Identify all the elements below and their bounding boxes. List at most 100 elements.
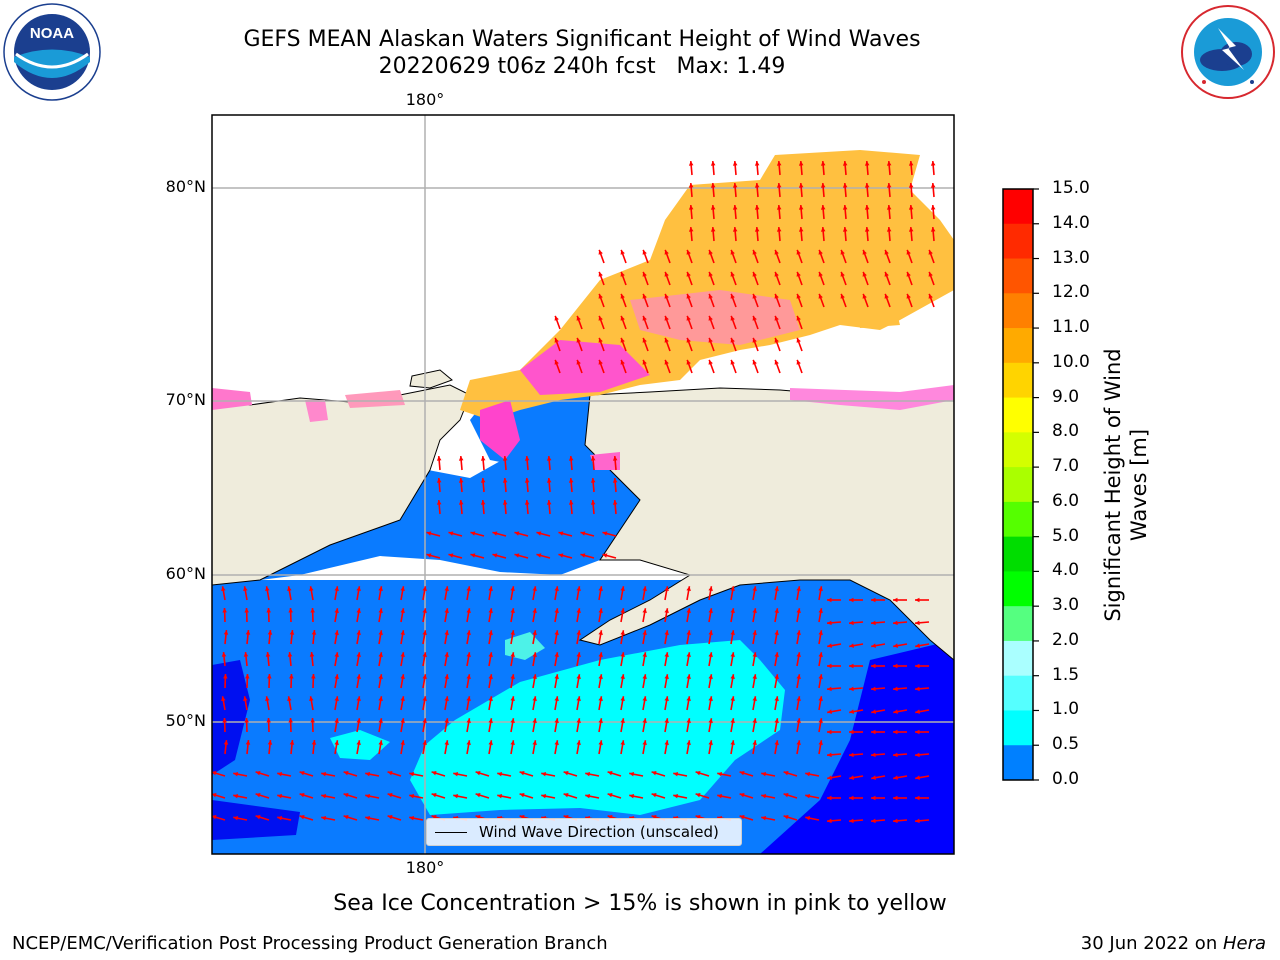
wind-wave-arrowhead [730, 359, 735, 365]
wind-wave-arrowhead [602, 553, 608, 558]
wind-wave-arrowhead [783, 771, 789, 776]
wind-wave-arrowhead [590, 500, 596, 505]
wind-wave-arrowhead [761, 771, 767, 777]
wind-wave-arrowhead [752, 630, 757, 635]
wind-wave-arrowhead [245, 630, 251, 635]
wind-wave-arrowhead [598, 337, 603, 343]
wind-wave-arrowhead [776, 205, 782, 210]
colorbar-tick-label: 7.0 [1052, 456, 1080, 477]
wind-wave-arrowhead [554, 315, 559, 321]
wind-wave-arrowhead [827, 709, 832, 714]
colorbar-segment [1003, 745, 1033, 781]
title-line-2: 20220629 t06z 240h fcst Max: 1.49 [378, 54, 786, 79]
wind-wave-arrowhead [686, 696, 691, 701]
wind-wave-arrowhead [576, 586, 581, 591]
wind-wave-arrowhead [710, 161, 716, 166]
wind-wave-arrowhead [871, 686, 876, 692]
wind-wave-arrowhead [930, 161, 936, 166]
wind-wave-arrowhead [688, 205, 694, 210]
wind-wave-arrowhead [620, 337, 625, 343]
wind-wave-arrowhead [818, 271, 823, 277]
colorbar-segment [1003, 467, 1033, 503]
wind-wave-arrowhead [862, 249, 867, 255]
wind-wave-arrowhead [620, 608, 625, 613]
wind-wave-arrowhead [356, 630, 361, 635]
wind-wave-arrowhead [664, 586, 669, 591]
wind-wave-arrowhead [708, 359, 713, 365]
wind-wave-arrowhead [730, 696, 735, 701]
wind-wave-arrowhead [732, 183, 738, 188]
wind-wave-arrowhead [908, 161, 914, 166]
wind-wave-arrowhead [334, 608, 339, 613]
wind-wave-arrowhead [774, 315, 779, 321]
wind-wave-arrowhead [796, 740, 801, 745]
ocean-low-region-west [212, 660, 250, 775]
wind-wave-arrowhead [378, 630, 383, 635]
wind-wave-arrowhead [309, 652, 315, 657]
wind-wave-arrowhead [532, 586, 537, 591]
wind-wave-arrowhead [686, 652, 691, 657]
wind-wave-arrowhead [580, 553, 586, 558]
sea-ice-west-1 [212, 388, 252, 410]
wind-wave-arrowhead [620, 293, 625, 299]
wind-wave-arrowhead [798, 205, 804, 210]
colorbar-title: Significant Height of Wind Waves [m] [1100, 320, 1160, 650]
wind-wave-arrowhead [289, 740, 295, 745]
colorbar-segment [1003, 362, 1033, 399]
wind-wave-arrowhead [409, 815, 415, 821]
wind-wave-arrowhead [576, 652, 581, 657]
wind-wave-arrowhead [871, 795, 876, 801]
wind-wave-arrowhead [752, 652, 757, 657]
wind-wave-arrowhead [629, 793, 635, 799]
wind-wave-arrowhead [554, 337, 559, 343]
wind-wave-arrowhead [774, 608, 779, 613]
wind-wave-arrowhead [287, 586, 292, 591]
wind-wave-arrowhead [524, 500, 530, 505]
wind-wave-arrowhead [864, 227, 870, 232]
wind-wave-arrowhead [532, 718, 537, 723]
wind-wave-arrowhead [299, 815, 305, 820]
wind-wave-arrowhead [818, 586, 823, 591]
wind-wave-arrowhead [928, 293, 933, 299]
wind-wave-arrowhead [664, 293, 669, 299]
wind-wave-arrowhead [708, 740, 713, 745]
wind-wave-arrowhead [730, 249, 735, 255]
wind-wave-arrowhead [334, 740, 339, 745]
wind-wave-arrowhead [378, 696, 383, 701]
wind-wave-arrowhead [776, 227, 782, 232]
wind-wave-arrowhead [602, 531, 608, 536]
sea-ice-pink-3 [480, 400, 520, 460]
wind-wave-arrowhead [752, 359, 757, 365]
wind-wave-arrowhead [422, 652, 427, 657]
wind-wave-arrowhead [871, 620, 876, 626]
wind-wave-arrowhead [818, 608, 823, 613]
wind-wave-arrowhead [708, 608, 713, 613]
wind-wave-arrowhead [598, 652, 603, 657]
wind-wave-arrowhead [686, 337, 691, 343]
wind-wave-arrowhead [510, 696, 515, 701]
wind-wave-arrowhead [884, 271, 889, 277]
wind-wave-arrowhead [730, 293, 735, 299]
wind-wave-arrowhead [664, 652, 669, 657]
wind-wave-arrowhead [893, 620, 898, 626]
lon-label-bottom: 180° [405, 858, 445, 877]
wind-wave-arrowhead [444, 674, 449, 679]
sea-ice-west-2 [305, 400, 328, 422]
wind-wave-arrowhead [774, 337, 779, 343]
wind-wave-arrowhead [255, 771, 261, 776]
wind-wave-arrowhead [480, 456, 486, 461]
wind-wave-arrowhead [222, 608, 227, 613]
wind-wave-arrowhead [664, 271, 669, 277]
noaa-logo-text: NOAA [30, 25, 74, 42]
wind-wave-arrowhead [796, 271, 801, 277]
wind-wave-arrowhead [642, 359, 647, 365]
wind-wave-arrowhead [514, 531, 520, 536]
wind-wave-arrowhead [431, 793, 437, 798]
wind-wave-arrowhead [612, 478, 618, 483]
wind-wave-arrowhead [212, 815, 217, 820]
wind-wave-arrowhead [356, 652, 361, 657]
wind-wave-arrowhead [886, 205, 892, 210]
wind-wave-arrowhead [576, 337, 581, 343]
